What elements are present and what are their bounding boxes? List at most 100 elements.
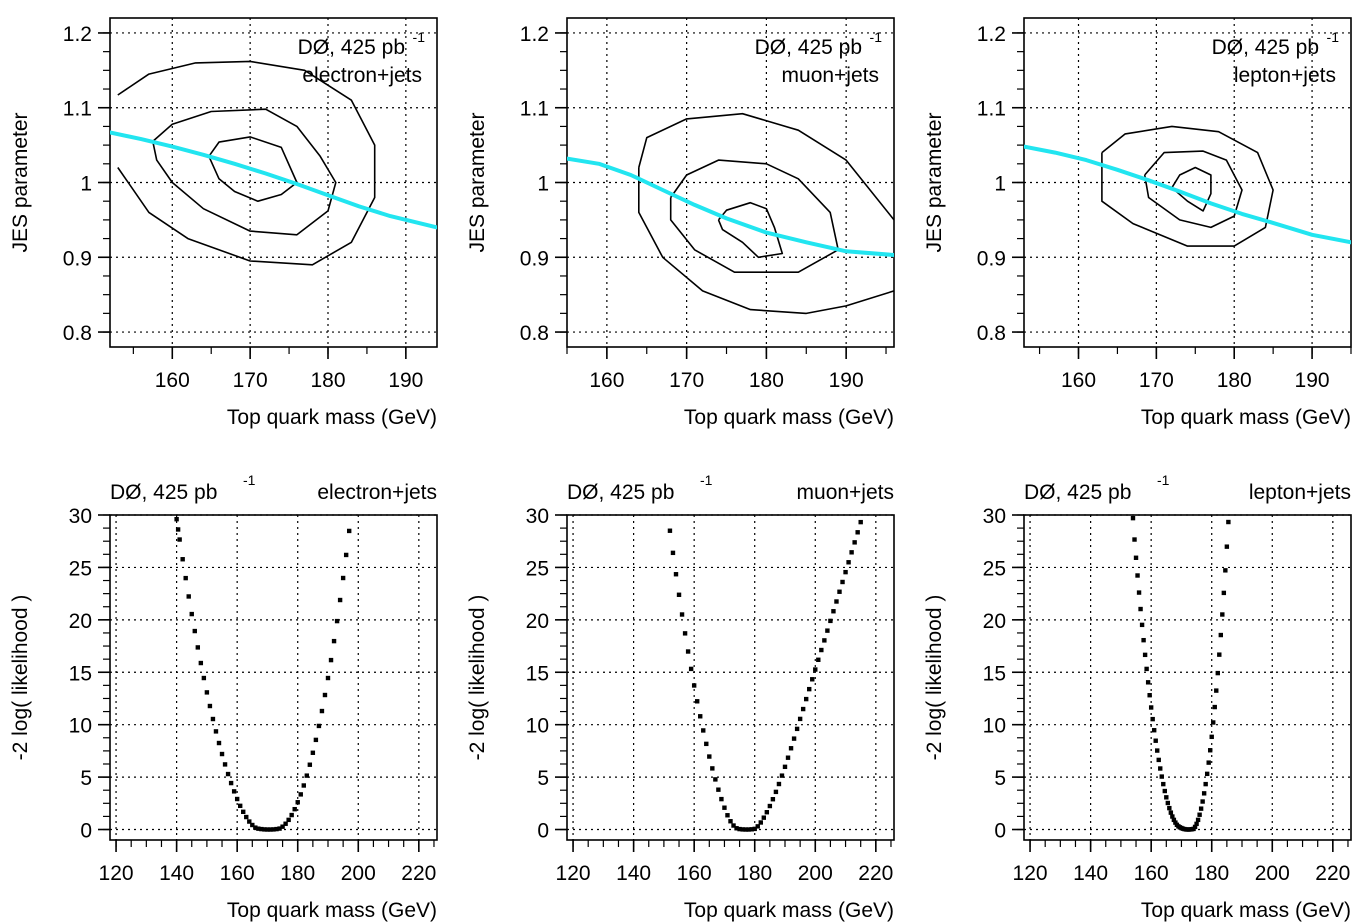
data-point — [1153, 738, 1158, 743]
experiment-label: DØ, 425 pb — [755, 36, 862, 59]
data-point — [773, 789, 779, 795]
x-tick-label: 160 — [589, 369, 624, 392]
plot-content — [110, 60, 437, 266]
contour-line — [717, 201, 784, 259]
data-point — [1218, 632, 1224, 638]
data-point — [274, 826, 279, 832]
data-point — [673, 572, 679, 577]
data-point — [1130, 515, 1136, 521]
data-point — [816, 657, 821, 662]
y-tick-label: 15 — [983, 662, 1006, 685]
data-point — [764, 810, 770, 815]
data-point — [259, 826, 264, 832]
data-point — [268, 827, 273, 832]
channel-label: lepton+jets — [1249, 481, 1351, 504]
x-tick-label: 160 — [155, 369, 190, 392]
data-point — [295, 800, 300, 805]
panel-bottom-right: 120 140 160 180 200 220 0 5 10 15 20 25 30 Top quark … — [923, 472, 1352, 922]
data-point — [858, 519, 863, 525]
data-point — [694, 699, 700, 704]
y-tick-label: 0.9 — [63, 247, 92, 270]
data-point — [307, 762, 313, 767]
data-point — [283, 821, 288, 826]
data-point — [222, 762, 228, 767]
data-point — [247, 819, 252, 824]
panel-top-right: 160 170 180 190 0.8 0.9 1 1.1 1.2 Top quark mass … — [923, 17, 1352, 429]
data-point — [292, 806, 297, 812]
data-point — [265, 827, 270, 832]
luminosity-exponent: -1 — [1157, 472, 1170, 488]
data-point — [1138, 606, 1143, 612]
data-point — [752, 826, 757, 832]
x-tick-label: 140 — [1073, 862, 1108, 885]
data-point — [1147, 693, 1152, 698]
y-tick-label: 5 — [537, 767, 549, 790]
y-tick-label: 0 — [994, 820, 1006, 843]
data-point — [204, 690, 210, 695]
data-point — [834, 599, 839, 604]
data-point — [1206, 760, 1211, 765]
data-point — [1136, 590, 1142, 595]
data-point — [1214, 688, 1219, 693]
x-axis-label: Top quark mass (GeV) — [684, 406, 894, 429]
data-point — [180, 557, 185, 562]
data-point — [244, 814, 249, 820]
y-tick-label: 1.1 — [63, 98, 92, 121]
y-axis-label: JES parameter — [466, 112, 489, 252]
data-point — [304, 773, 310, 778]
y-axis-label: JES parameter — [923, 112, 946, 252]
data-point — [831, 609, 836, 614]
x-tick-label: 200 — [798, 862, 833, 885]
data-point — [1200, 799, 1205, 804]
minor-ticks — [103, 514, 435, 847]
data-point — [301, 783, 306, 788]
y-axis-label: -2 log( likelihood ) — [9, 595, 32, 761]
plot-frame — [109, 514, 438, 841]
data-point — [828, 618, 833, 624]
grid — [567, 18, 894, 347]
data-point — [1209, 734, 1214, 740]
data-point — [319, 708, 325, 714]
data-point — [280, 824, 285, 829]
data-point — [1164, 795, 1169, 800]
x-tick-label: 120 — [556, 862, 591, 885]
data-point — [1151, 728, 1157, 733]
data-point — [1139, 622, 1145, 628]
x-tick-label: 160 — [220, 862, 255, 885]
data-point — [1198, 806, 1204, 811]
y-tick-label: 1 — [80, 173, 92, 196]
data-point — [701, 728, 706, 733]
x-axis-label: Top quark mass (GeV) — [684, 899, 894, 922]
data-point — [322, 692, 328, 698]
x-tick-label: 220 — [1315, 862, 1350, 885]
contour-line — [117, 60, 376, 266]
y-tick-label: 20 — [69, 610, 92, 633]
contour-line — [1143, 150, 1243, 229]
channel-label: muon+jets — [797, 481, 894, 504]
data-point — [310, 750, 316, 755]
data-point — [198, 660, 204, 666]
data-point — [819, 647, 824, 653]
data-point — [1165, 800, 1171, 806]
data-point — [679, 612, 685, 617]
data-point — [770, 797, 776, 802]
minor-ticks — [1017, 514, 1349, 847]
data-point — [256, 826, 261, 831]
data-point — [685, 649, 691, 654]
data-point — [1195, 817, 1201, 823]
x-tick-label: 120 — [1013, 862, 1048, 885]
y-tick-label: 0.8 — [977, 322, 1006, 345]
data-point — [219, 751, 225, 757]
data-point — [840, 579, 845, 585]
x-tick-label: 200 — [341, 862, 376, 885]
y-tick-label: 0 — [80, 820, 92, 843]
data-point — [825, 628, 830, 633]
fit-curve — [110, 130, 437, 230]
data-point — [1215, 670, 1220, 676]
data-point — [1156, 757, 1161, 763]
data-point — [346, 528, 352, 534]
data-point — [855, 530, 860, 535]
plot-content — [667, 519, 863, 832]
x-tick-label: 200 — [1255, 862, 1290, 885]
luminosity-exponent: -1 — [413, 29, 426, 45]
